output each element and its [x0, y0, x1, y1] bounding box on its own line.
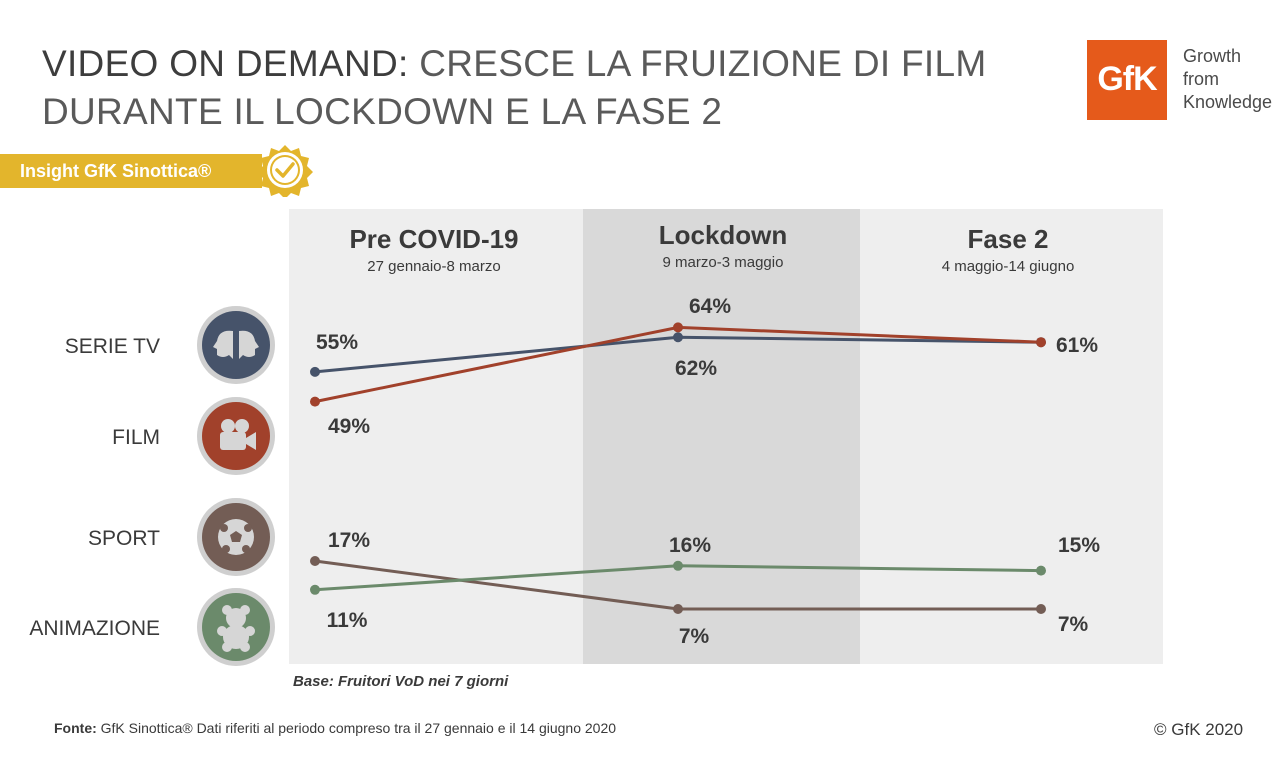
data-label: 16% — [669, 534, 711, 557]
data-point — [1036, 565, 1046, 576]
data-point — [673, 560, 683, 571]
category-dates: 4 maggio-14 giugno — [942, 258, 1075, 275]
data-label: 7% — [679, 625, 710, 648]
title-line2: DURANTE IL LOCKDOWN E LA FASE 2 — [42, 91, 723, 132]
data-point — [1036, 604, 1046, 614]
data-label: 61% — [1056, 334, 1098, 357]
copyright: © GfK 2020 — [1154, 720, 1244, 739]
data-label: 62% — [675, 357, 717, 380]
insight-badge: Insight GfK Sinottica® — [0, 154, 262, 188]
lockdown-band — [583, 209, 860, 664]
badge-label: Insight GfK Sinottica® — [20, 161, 212, 181]
faces-icon — [197, 306, 275, 384]
data-label: 55% — [316, 331, 358, 354]
data-label: 15% — [1058, 534, 1100, 557]
data-point — [1036, 337, 1046, 348]
title-strong: VIDEO ON DEMAND: — [42, 43, 409, 84]
series-label: ANIMAZIONE — [29, 617, 160, 640]
data-label: 7% — [1058, 613, 1089, 636]
category-dates: 9 marzo-3 maggio — [663, 254, 784, 271]
check-seal-icon — [257, 145, 313, 197]
series-label: FILM — [112, 426, 160, 449]
data-label: 11% — [327, 609, 368, 632]
source-text: GfK Sinottica® Dati riferiti al periodo … — [96, 720, 617, 736]
soccer-ball-icon — [197, 498, 275, 576]
data-point — [310, 584, 320, 595]
category-header: Pre COVID-19 — [349, 224, 518, 254]
category-header: Fase 2 — [968, 224, 1049, 254]
data-label: 17% — [328, 529, 370, 552]
tagline-line3: Knowledge — [1183, 92, 1273, 112]
series-label: SPORT — [88, 527, 160, 550]
series-label: SERIE TV — [65, 335, 160, 358]
logo-tagline: Growth from Knowledge — [1183, 45, 1272, 114]
data-label: 64% — [689, 295, 731, 318]
page-title: VIDEO ON DEMAND: CRESCE LA FRUIZIONE DI … — [42, 40, 987, 136]
tagline-line2: from — [1183, 69, 1219, 89]
base-note: Base: Fruitori VoD nei 7 giorni — [293, 673, 509, 690]
data-point — [310, 556, 320, 566]
category-dates: 27 gennaio-8 marzo — [367, 258, 500, 275]
teddy-bear-icon — [197, 588, 275, 666]
data-point — [673, 604, 683, 614]
category-header: Lockdown — [659, 220, 788, 250]
title-rest: CRESCE LA FRUIZIONE DI FILM — [408, 43, 987, 84]
tagline-line1: Growth — [1183, 46, 1242, 66]
data-point — [673, 322, 683, 333]
logo-mark: GfK — [1097, 60, 1157, 98]
source-label: Fonte: — [54, 720, 97, 736]
gfk-logo: GfK — [1087, 40, 1167, 120]
movie-camera-icon — [197, 397, 275, 475]
data-point — [673, 332, 683, 343]
data-point — [310, 366, 320, 377]
data-point — [310, 396, 320, 407]
data-label: 49% — [328, 415, 370, 438]
source-note: Fonte: GfK Sinottica® Dati riferiti al p… — [54, 720, 616, 736]
